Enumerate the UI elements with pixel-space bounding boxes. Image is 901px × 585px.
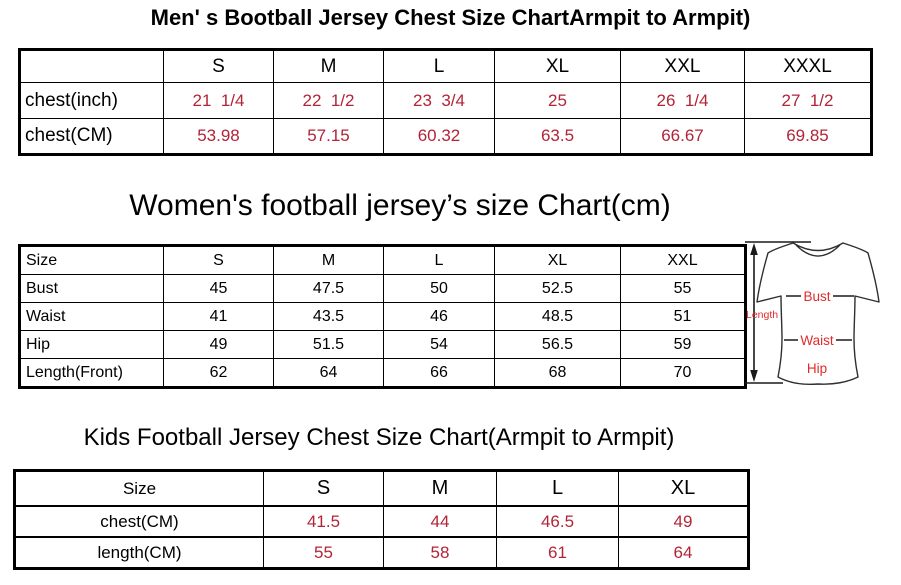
table-cell: 58	[383, 536, 497, 570]
column-header: XXXL	[744, 49, 872, 83]
tshirt-measurement-diagram: Length Bust Waist Hip	[745, 241, 880, 386]
column-header: M	[383, 469, 497, 507]
table-cell: 43.5	[273, 302, 384, 331]
table-cell: 21 1/4	[163, 82, 274, 119]
table-header-row: Size S M L XL XXL	[19, 245, 746, 275]
row-label: Length(Front)	[19, 358, 164, 388]
table-cell: 41.5	[263, 505, 384, 538]
table-cell: 70	[620, 358, 746, 388]
table-cell: 45	[163, 274, 274, 303]
table-cell: 26 1/4	[620, 82, 745, 119]
table-cell: 49	[163, 330, 274, 359]
table-cell: 52.5	[494, 274, 621, 303]
tshirt-outline	[756, 242, 880, 386]
table-row: chest(CM) 41.5 44 46.5 49	[14, 505, 749, 538]
arrowhead-down-icon	[750, 370, 758, 382]
table-header-row: S M L XL XXL XXXL	[19, 49, 872, 83]
row-label: Hip	[19, 330, 164, 359]
table-cell: 41	[163, 302, 274, 331]
table-row: Length(Front) 62 64 66 68 70	[19, 358, 746, 388]
table-cell: 66.67	[620, 118, 745, 155]
table-cell: 53.98	[163, 118, 274, 155]
table-cell: 46	[383, 302, 495, 331]
mens-chart-title: Men' s Bootball Jersey Chest Size ChartA…	[150, 5, 751, 30]
kids-chart-title: Kids Football Jersey Chest Size Chart(Ar…	[83, 424, 675, 451]
column-header: Size	[14, 469, 264, 507]
table-row: length(CM) 55 58 61 64	[14, 536, 749, 570]
bust-label: Bust	[803, 289, 830, 304]
column-header: S	[163, 49, 274, 83]
length-label: Length	[746, 309, 778, 321]
column-header: XXL	[620, 245, 746, 275]
table-cell: 25	[494, 82, 621, 119]
column-header: S	[263, 469, 384, 507]
table-cell: 57.15	[273, 118, 384, 155]
table-cell: 56.5	[494, 330, 621, 359]
table-cell: 50	[383, 274, 495, 303]
table-cell: 49	[618, 505, 749, 538]
table-cell: 27 1/2	[744, 82, 872, 119]
row-label: chest(inch)	[19, 82, 164, 119]
table-cell: 55	[263, 536, 384, 570]
column-header	[19, 49, 164, 83]
table-row: Bust 45 47.5 50 52.5 55	[19, 274, 746, 303]
table-cell: 64	[273, 358, 384, 388]
table-row: chest(CM) 53.98 57.15 60.32 63.5 66.67 6…	[19, 118, 872, 155]
column-header: XL	[494, 245, 621, 275]
table-row: Waist 41 43.5 46 48.5 51	[19, 302, 746, 331]
table-cell: 22 1/2	[273, 82, 384, 119]
column-header: M	[273, 245, 384, 275]
column-header: L	[383, 49, 495, 83]
table-cell: 48.5	[494, 302, 621, 331]
table-cell: 23 3/4	[383, 82, 495, 119]
table-cell: 55	[620, 274, 746, 303]
tshirt-collar-inner-line	[795, 244, 841, 257]
table-cell: 66	[383, 358, 495, 388]
column-header: L	[496, 469, 619, 507]
table-cell: 51.5	[273, 330, 384, 359]
table-cell: 46.5	[496, 505, 619, 538]
row-label: Bust	[19, 274, 164, 303]
table-cell: 60.32	[383, 118, 495, 155]
womens-size-table: Size S M L XL XXL Bust 45 47.5 50 52.5 5…	[18, 244, 747, 389]
row-label: chest(CM)	[14, 505, 264, 538]
table-cell: 64	[618, 536, 749, 570]
row-label: length(CM)	[14, 536, 264, 570]
table-cell: 61	[496, 536, 619, 570]
column-header: L	[383, 245, 495, 275]
column-header: Size	[19, 245, 164, 275]
row-label: Waist	[19, 302, 164, 331]
table-cell: 51	[620, 302, 746, 331]
table-cell: 68	[494, 358, 621, 388]
mens-size-table: S M L XL XXL XXXL chest(inch) 21 1/4 22 …	[18, 48, 873, 156]
table-header-row: Size S M L XL	[14, 469, 749, 507]
table-cell: 54	[383, 330, 495, 359]
hip-label: Hip	[807, 361, 827, 376]
arrowhead-up-icon	[750, 243, 758, 255]
table-cell: 44	[383, 505, 497, 538]
column-header: XL	[494, 49, 621, 83]
kids-size-table: Size S M L XL chest(CM) 41.5 44 46.5 49 …	[13, 469, 750, 570]
column-header: S	[163, 245, 274, 275]
table-row: Hip 49 51.5 54 56.5 59	[19, 330, 746, 359]
table-cell: 59	[620, 330, 746, 359]
womens-chart-title: Women's football jersey’s size Chart(cm)	[129, 189, 671, 222]
table-cell: 62	[163, 358, 274, 388]
column-header: XL	[618, 469, 749, 507]
row-label: chest(CM)	[19, 118, 164, 155]
column-header: M	[273, 49, 384, 83]
table-cell: 47.5	[273, 274, 384, 303]
table-cell: 63.5	[494, 118, 621, 155]
waist-label: Waist	[800, 333, 833, 348]
column-header: XXL	[620, 49, 745, 83]
table-row: chest(inch) 21 1/4 22 1/2 23 3/4 25 26 1…	[19, 82, 872, 119]
table-cell: 69.85	[744, 118, 872, 155]
